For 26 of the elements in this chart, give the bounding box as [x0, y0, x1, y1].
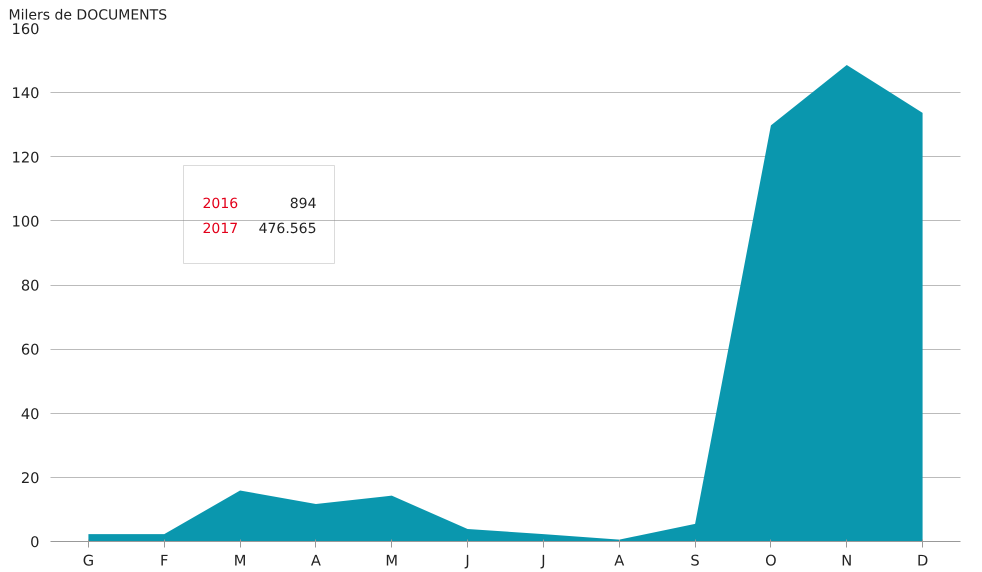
x-tick-label: J — [540, 552, 546, 570]
x-tick-label: J — [464, 552, 470, 570]
annotation: 476.565 — [258, 221, 317, 237]
x-tick-label: M — [385, 552, 398, 570]
x-tick-label: S — [690, 552, 700, 570]
y-tick-label: 140 — [12, 85, 40, 102]
x-tick-label: A — [614, 552, 624, 570]
y-tick-label: 80 — [20, 278, 40, 294]
x-tick-label: G — [82, 552, 94, 570]
x-tick-label: M — [234, 552, 246, 570]
annotation: 894 — [290, 196, 317, 212]
y-tick-label: 120 — [12, 149, 40, 166]
x-tick-label: D — [916, 552, 928, 570]
y-tick-label: 60 — [20, 342, 40, 359]
y-tick-label: 20 — [20, 470, 40, 487]
y-tick-label: 100 — [12, 213, 40, 230]
annotation: 2017 — [202, 221, 238, 237]
annotation: 2016 — [202, 196, 238, 212]
x-tick-label: O — [765, 552, 777, 570]
y-tick-label: 40 — [20, 406, 40, 423]
x-tick-label: A — [310, 552, 321, 570]
y-axis-title: Milers de DOCUMENTS — [8, 8, 168, 24]
x-tick-label: F — [160, 552, 168, 570]
y-tick-label: 160 — [12, 21, 40, 38]
x-tick-label: N — [841, 552, 852, 570]
y-tick-label: 0 — [30, 534, 40, 551]
